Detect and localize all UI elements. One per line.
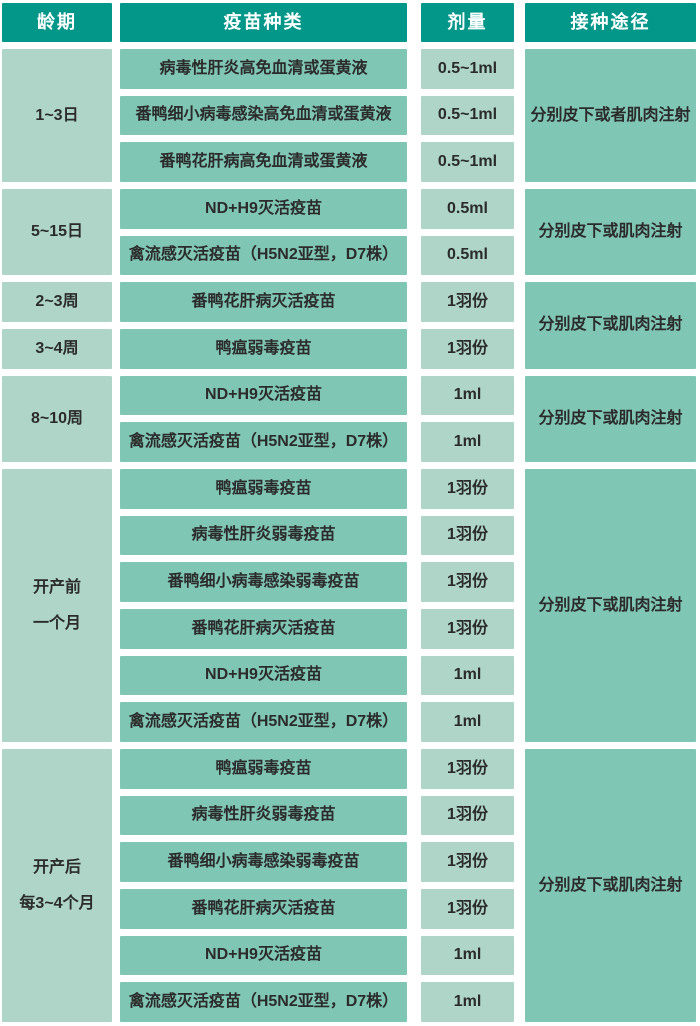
vaccine-cell: ND+H9灭活疫苗	[120, 655, 407, 696]
header-age: 龄期	[2, 3, 112, 42]
route-cell: 分别皮下或肌肉注射	[525, 469, 696, 742]
dose-cell: 1ml	[421, 702, 514, 742]
route-cell: 分别皮下或肌肉注射	[525, 189, 696, 276]
vaccine-cell: 鸭瘟弱毒疫苗	[120, 469, 407, 509]
vaccine-cell: 病毒性肝炎高免血清或蛋黄液	[120, 49, 407, 89]
age-cell: 开产后每3~4个月	[2, 749, 112, 1022]
age-cell: 开产前 一个月	[2, 469, 112, 742]
dose-cell: 1羽份	[421, 795, 514, 836]
route-cell: 分别皮下或肌肉注射	[525, 282, 696, 369]
age-cell-line: 开产后	[32, 858, 81, 876]
vaccine-cell: 病毒性肝炎弱毒疫苗	[120, 515, 407, 556]
age-cell-line: 开产前	[32, 578, 81, 596]
dose-cell: 0.5~1ml	[421, 142, 514, 182]
age-cell-line: 5~15日	[30, 223, 84, 241]
vaccine-cell: 鸭瘟弱毒疫苗	[120, 329, 407, 369]
header-vaccine-type: 疫苗种类	[120, 3, 407, 42]
route-cell: 分别皮下或肌肉注射	[525, 375, 696, 462]
dose-cell: 1羽份	[421, 609, 514, 649]
vaccine-cell: 番鸭细小病毒感染弱毒疫苗	[120, 562, 407, 602]
vaccine-cell: 番鸭花肝病灭活疫苗	[120, 889, 407, 929]
age-cell: 5~15日	[2, 189, 112, 276]
vaccine-cell: ND+H9灭活疫苗	[120, 189, 407, 229]
dose-cell: 0.5ml	[421, 235, 514, 276]
vaccine-cell: 禽流感灭活疫苗（H5N2亚型，D7株）	[120, 702, 407, 742]
dose-cell: 1羽份	[421, 329, 514, 369]
age-cell: 3~4周	[2, 329, 112, 369]
dose-cell: 1羽份	[421, 749, 514, 789]
vaccine-cell: 番鸭花肝病灭活疫苗	[120, 609, 407, 649]
dose-cell: 1ml	[421, 375, 514, 416]
dose-cell: 0.5~1ml	[421, 49, 514, 89]
age-cell: 2~3周	[2, 282, 112, 322]
dose-cell: 1ml	[421, 655, 514, 696]
vaccine-cell: 病毒性肝炎弱毒疫苗	[120, 795, 407, 836]
vaccine-cell: 禽流感灭活疫苗（H5N2亚型，D7株）	[120, 982, 407, 1022]
header-route: 接种途径	[525, 3, 696, 42]
vaccine-cell: 番鸭细小病毒感染弱毒疫苗	[120, 842, 407, 882]
vaccine-cell: 鸭瘟弱毒疫苗	[120, 749, 407, 789]
vaccine-cell: 禽流感灭活疫苗（H5N2亚型，D7株）	[120, 235, 407, 276]
age-cell-line: 1~3日	[35, 106, 79, 124]
dose-cell: 1ml	[421, 935, 514, 976]
age-cell-line: 一个月	[32, 614, 81, 632]
dose-cell: 1羽份	[421, 842, 514, 882]
vaccine-cell: 番鸭花肝病高免血清或蛋黄液	[120, 142, 407, 182]
vaccine-cell: 禽流感灭活疫苗（H5N2亚型，D7株）	[120, 422, 407, 462]
dose-cell: 0.5~1ml	[421, 95, 514, 136]
dose-cell: 1羽份	[421, 562, 514, 602]
dose-cell: 1羽份	[421, 282, 514, 322]
age-cell-line: 2~3周	[35, 293, 79, 311]
dose-cell: 1羽份	[421, 889, 514, 929]
dose-cell: 0.5ml	[421, 189, 514, 229]
header-dose: 剂量	[421, 3, 514, 42]
age-cell-line: 8~10周	[30, 409, 84, 427]
dose-cell: 1羽份	[421, 515, 514, 556]
vaccine-cell: ND+H9灭活疫苗	[120, 935, 407, 976]
age-cell: 8~10周	[2, 375, 112, 462]
age-cell: 1~3日	[2, 49, 112, 182]
route-cell: 分别皮下或者肌肉注射	[525, 49, 696, 182]
route-cell: 分别皮下或肌肉注射	[525, 749, 696, 1022]
vaccine-cell: ND+H9灭活疫苗	[120, 375, 407, 416]
dose-cell: 1羽份	[421, 469, 514, 509]
vaccine-cell: 番鸭花肝病灭活疫苗	[120, 282, 407, 322]
dose-cell: 1ml	[421, 982, 514, 1022]
vaccination-schedule-table: 龄期 疫苗种类 剂量 接种途径 1~3日 病毒性肝炎高免血清或蛋黄液 0.5~1ml…	[2, 3, 696, 1022]
age-cell-line: 3~4周	[35, 339, 79, 357]
age-cell-line: 每3~4个月	[19, 894, 95, 912]
vaccine-cell: 番鸭细小病毒感染高免血清或蛋黄液	[120, 95, 407, 136]
dose-cell: 1ml	[421, 422, 514, 462]
